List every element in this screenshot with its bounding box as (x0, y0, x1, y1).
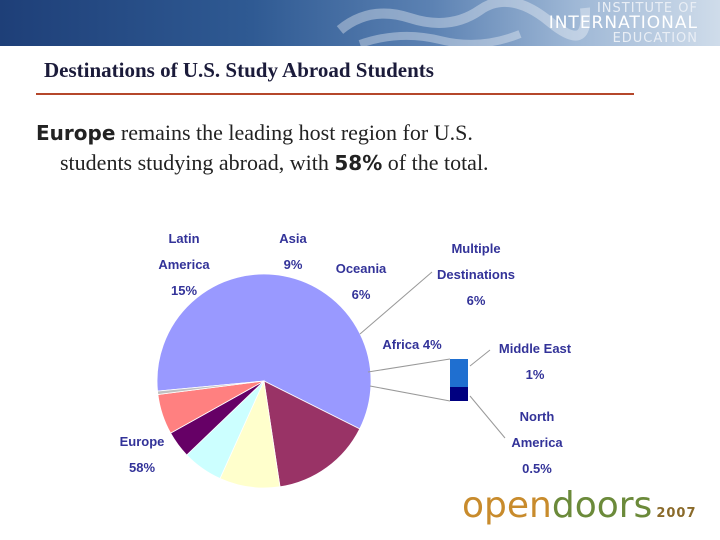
connector-line-bottom (369, 385, 451, 402)
logo-line-1: INSTITUTE OF (596, 1, 698, 16)
brand-year: 2007 (656, 506, 697, 521)
pie-slice-europe (156, 273, 372, 430)
connector-line-top (367, 358, 451, 373)
subtitle-text-2: students studying abroad, with (60, 150, 335, 175)
brand-doors: doors (551, 485, 653, 526)
slide-title: Destinations of U.S. Study Abroad Studen… (44, 58, 434, 82)
leader-north-america (469, 395, 506, 439)
subtitle-highlight-pct: 58% (334, 151, 383, 175)
slide-subtitle: Europe remains the leading host region f… (36, 118, 696, 178)
world-map-graphic (336, 0, 590, 46)
pie-bar-north-america (450, 387, 468, 401)
leader-middle-east (469, 349, 491, 367)
iie-logo: INSTITUTE OF INTERNATIONAL EDUCATION (549, 2, 698, 45)
logo-line-2: INTERNATIONAL (548, 13, 698, 33)
data-label-asia: Asia 9% (279, 231, 307, 272)
data-label-africa: Africa 4% (382, 337, 442, 352)
logo-line-3: EDUCATION (612, 31, 698, 46)
title-divider (36, 93, 634, 95)
data-label-latin-america: Latin America 15% (158, 231, 210, 298)
data-label-middle-east: Middle East 1% (499, 341, 572, 382)
pie-slice-latin-america (263, 380, 361, 488)
leader-multiple-destinations (359, 271, 433, 335)
data-label-north-america: North America 0.5% (511, 409, 563, 476)
data-label-oceania: Oceania 6% (336, 261, 387, 302)
subtitle-highlight-europe: Europe (36, 121, 116, 145)
brand-open: open (462, 485, 552, 526)
subtitle-text-1: remains the leading host region for U.S. (115, 120, 473, 145)
subtitle-text-3: of the total. (382, 150, 489, 175)
pie-slice-undeclared (157, 380, 265, 395)
data-label-europe: Europe 58% (120, 434, 165, 475)
open-doors-logo: opendoors 2007 (462, 486, 697, 534)
pie-bar-middle-east (450, 359, 468, 387)
header-banner: INSTITUTE OF INTERNATIONAL EDUCATION (0, 0, 720, 46)
data-label-multiple-destinations: Multiple Destinations 6% (437, 241, 515, 308)
